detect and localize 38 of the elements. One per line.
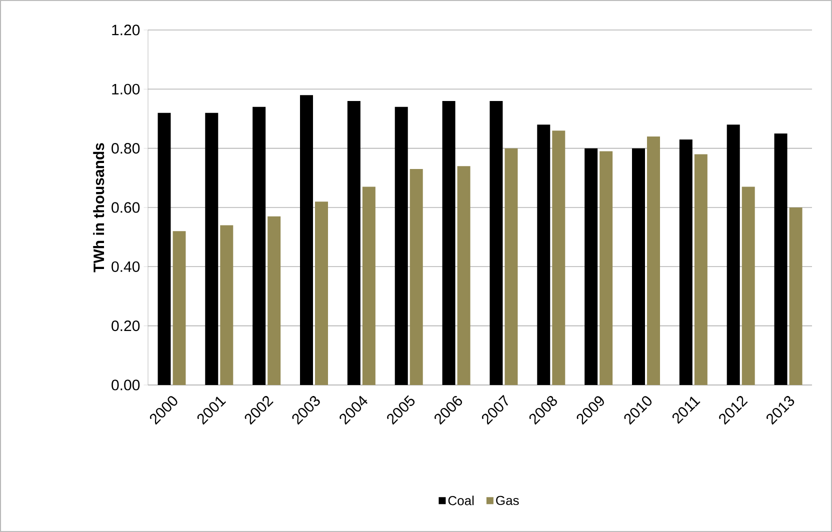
bar (410, 169, 423, 385)
bar (442, 100, 456, 385)
bar (490, 100, 503, 385)
y-tick-label: 1.20 (112, 24, 140, 36)
legend-label: Coal (448, 496, 474, 506)
y-axis-title: TWh in thousands (93, 143, 104, 272)
y-tick-label: 0.60 (112, 202, 140, 213)
bar (726, 124, 740, 385)
bar (504, 148, 518, 385)
bar (647, 136, 660, 385)
bar (252, 106, 266, 385)
bar (362, 186, 376, 385)
bar (789, 207, 802, 385)
bar (268, 216, 281, 385)
bar (300, 95, 314, 385)
bar (774, 134, 788, 385)
bar (205, 112, 218, 385)
bar (347, 100, 360, 385)
bar (315, 202, 328, 385)
y-tick-label: 0.80 (112, 143, 140, 154)
bar (742, 186, 755, 385)
bar (552, 130, 566, 385)
bar (394, 106, 408, 385)
y-tick-label: 1.00 (112, 84, 140, 94)
bar (632, 148, 646, 385)
bar (220, 225, 234, 385)
legend-label: Gas (496, 496, 519, 506)
y-tick-label: 0.00 (112, 380, 140, 390)
bar (600, 151, 613, 385)
bar (537, 124, 550, 385)
bar (694, 154, 708, 385)
y-tick-label: 0.20 (112, 320, 140, 332)
bar (679, 139, 692, 385)
bar (172, 231, 186, 385)
bar (584, 148, 598, 385)
y-tick-label: 0.40 (112, 261, 140, 272)
bar (158, 112, 171, 385)
bar (457, 166, 470, 385)
